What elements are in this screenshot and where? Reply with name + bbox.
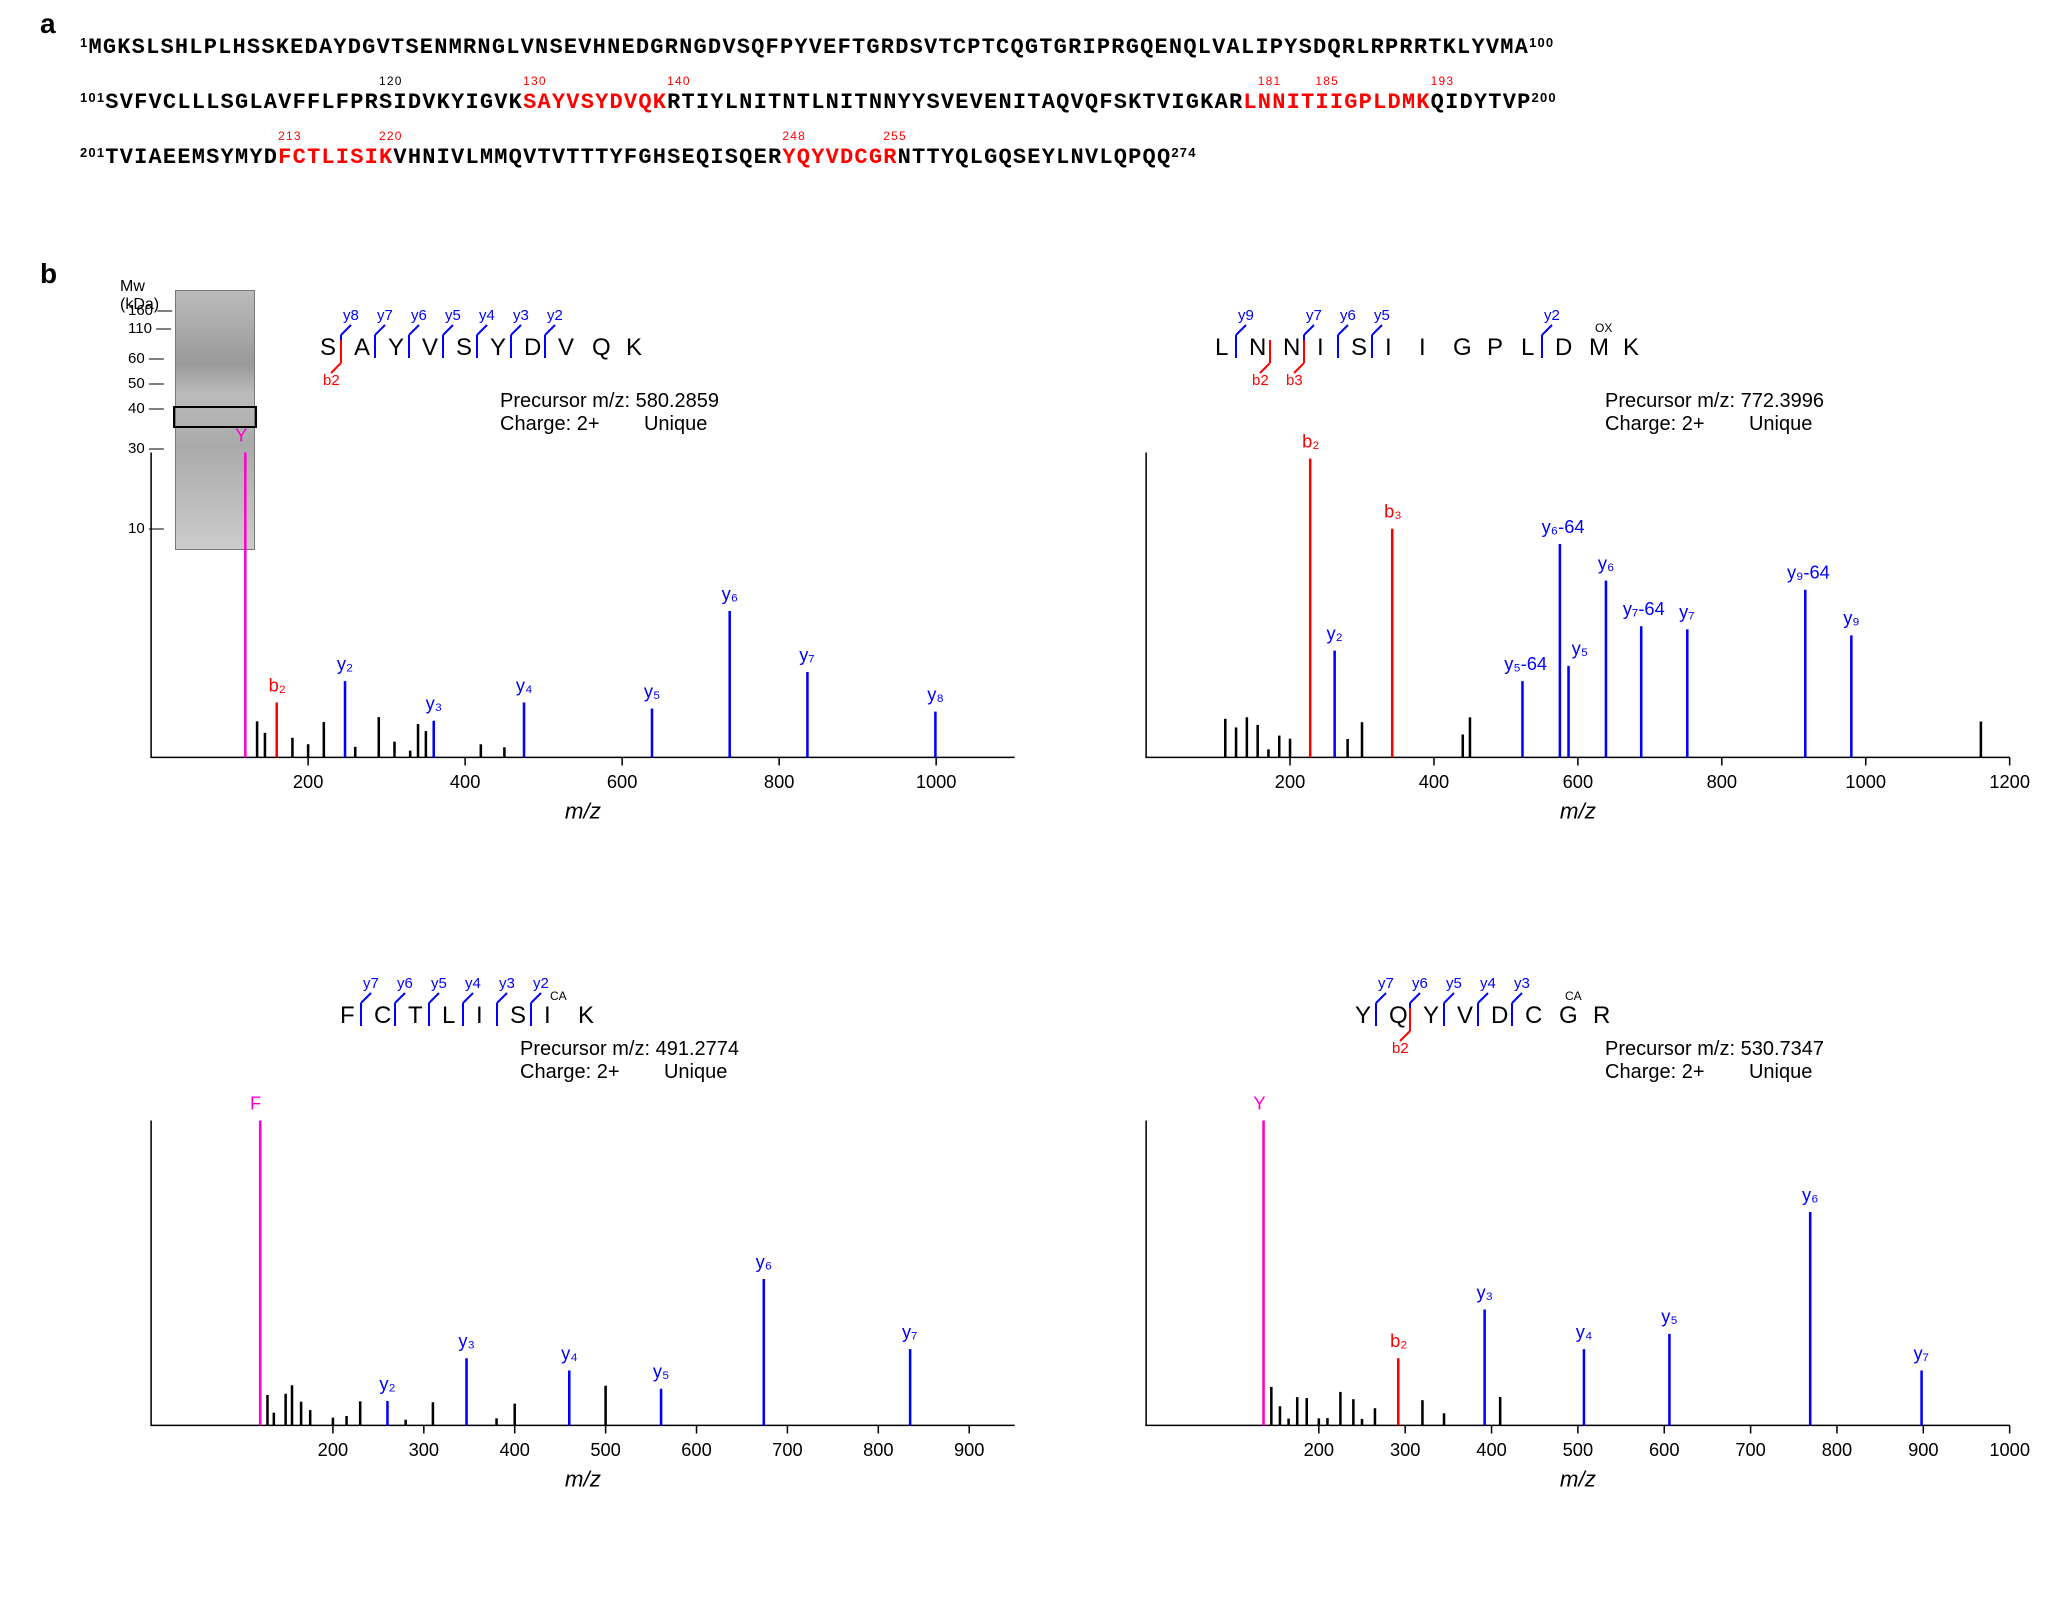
svg-text:y₅: y₅ [653,1361,669,1382]
svg-text:y₉-64: y₉-64 [1787,562,1830,583]
svg-text:b₂: b₂ [1302,430,1319,451]
sequence-block: 1MGKSLSHLPLHSSKEDAYDGVTSENMRNGLVNSEVHNED… [80,35,2010,200]
svg-text:y₂: y₂ [379,1373,395,1394]
spectrum-s1: SAYVSYDVQKy8y7y6y5y4y3y2b2Precursor m/z:… [80,290,1035,928]
svg-text:y₇: y₇ [1679,601,1694,622]
svg-text:200: 200 [293,771,323,792]
svg-text:600: 600 [1563,771,1593,792]
svg-text:m/z: m/z [565,798,601,823]
svg-text:900: 900 [1908,1439,1938,1460]
svg-text:y₇: y₇ [1913,1342,1928,1363]
spectrum-s2: LNNISIIGPLDMKy9y7y6y5y2b2b3OXPrecursor m… [1075,290,2030,928]
svg-text:y₈: y₈ [927,683,944,704]
svg-text:600: 600 [681,1439,711,1460]
spectrum-s4: YQYVDCGRy7y6y5y4y3b2CAPrecursor m/z: 530… [1075,958,2030,1596]
svg-text:Y: Y [235,424,247,445]
svg-text:400: 400 [499,1439,529,1460]
panel-b-label: b [40,258,57,290]
spectra-grid: SAYVSYDVQKy8y7y6y5y4y3y2b2Precursor m/z:… [80,290,2030,1596]
svg-text:y₅: y₅ [644,680,661,701]
svg-text:400: 400 [450,771,480,792]
svg-text:1000: 1000 [1845,771,1886,792]
spectrum-plot: 200 400 600 800 1000 1200 m/z b₂ y₂ b₃ y₅-64 y₆-64 y… [1075,290,2030,920]
svg-text:m/z: m/z [1560,798,1596,823]
spectrum-plot: 200 300 400 500 600 700 800 900 m/z Fy₂ y₃ y₄ y₅ y₆ y₇ [80,958,1035,1588]
svg-text:m/z: m/z [565,1466,601,1491]
svg-text:800: 800 [1707,771,1737,792]
svg-text:y₇: y₇ [902,1321,917,1342]
spectrum-plot: 200 300 400 500 600 700 800 900 1000 m/z Yb₂ y₃ y₄ y₅… [1075,958,2030,1588]
svg-text:y₆: y₆ [1802,1184,1819,1205]
svg-text:y₅-64: y₅-64 [1504,653,1547,674]
svg-text:500: 500 [1563,1439,1593,1460]
spectrum-s3: FCTLISIKy7y6y5y4y3y2CAPrecursor m/z: 491… [80,958,1035,1596]
svg-text:b₂: b₂ [269,674,286,695]
svg-text:b₃: b₃ [1384,501,1402,522]
svg-text:y₇-64: y₇-64 [1623,598,1665,619]
svg-text:500: 500 [590,1439,620,1460]
svg-text:y₂: y₂ [337,653,353,674]
svg-text:600: 600 [607,771,637,792]
svg-text:700: 700 [1735,1439,1765,1460]
svg-text:300: 300 [409,1439,439,1460]
svg-text:b₂: b₂ [1390,1330,1407,1351]
svg-text:800: 800 [1822,1439,1852,1460]
svg-text:m/z: m/z [1560,1466,1596,1491]
svg-text:700: 700 [772,1439,802,1460]
sequence-line: 201TVIAEEMSYMYDF213CTLISIK220VHNIVLMMQVT… [80,145,2010,170]
svg-text:y₃: y₃ [426,693,443,714]
svg-text:F: F [250,1092,261,1113]
svg-text:200: 200 [1275,771,1305,792]
svg-text:y₆: y₆ [756,1251,773,1272]
svg-text:Y: Y [1253,1092,1265,1113]
svg-text:1000: 1000 [1989,1439,2030,1460]
svg-text:y₆: y₆ [1598,552,1615,573]
svg-text:y₅: y₅ [1572,638,1589,659]
svg-text:y₆: y₆ [722,583,738,604]
svg-text:1000: 1000 [916,771,957,792]
svg-text:y₄: y₄ [516,674,533,695]
svg-text:y₄: y₄ [561,1342,578,1363]
svg-text:y₆-64: y₆-64 [1542,516,1585,537]
svg-text:800: 800 [764,771,794,792]
panel-a-label: a [40,8,56,40]
sequence-line: 101SVFVCLLLSGLAVFFLFPRS120IDVKYIGVKS130A… [80,90,2010,115]
svg-text:y₃: y₃ [458,1330,475,1351]
svg-text:600: 600 [1649,1439,1679,1460]
svg-text:y₄: y₄ [1576,1321,1593,1342]
svg-text:y₇: y₇ [799,644,814,665]
svg-text:800: 800 [863,1439,893,1460]
svg-text:400: 400 [1419,771,1449,792]
svg-text:400: 400 [1476,1439,1506,1460]
svg-text:y₂: y₂ [1327,622,1343,643]
svg-text:y₅: y₅ [1661,1306,1678,1327]
svg-text:y₉: y₉ [1843,607,1859,628]
svg-text:y₃: y₃ [1476,1281,1493,1302]
spectrum-plot: 200 400 600 800 1000 m/z Yb₂ y₂ y₃ y₄ y₅ y₆ y₇ y₈ [80,290,1035,920]
svg-text:900: 900 [954,1439,984,1460]
svg-text:1200: 1200 [1989,771,2030,792]
sequence-line: 1MGKSLSHLPLHSSKEDAYDGVTSENMRNGLVNSEVHNED… [80,35,2010,60]
svg-text:200: 200 [318,1439,348,1460]
svg-text:300: 300 [1390,1439,1420,1460]
svg-text:200: 200 [1304,1439,1334,1460]
